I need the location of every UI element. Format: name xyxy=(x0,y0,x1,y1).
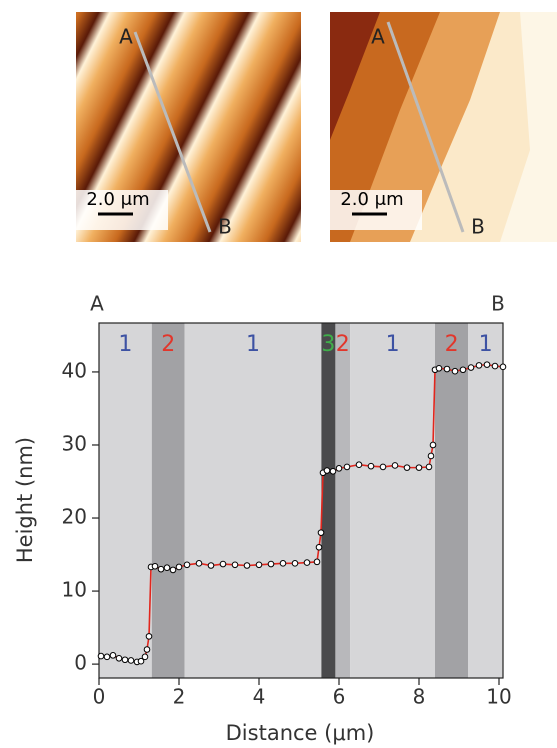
scale-label: 2.0 μm xyxy=(86,189,149,210)
region-label: 3 xyxy=(321,332,335,357)
image-start-label: A xyxy=(371,25,385,49)
data-point xyxy=(195,560,203,567)
data-point xyxy=(403,464,411,471)
region xyxy=(350,323,435,678)
data-point xyxy=(329,467,337,475)
region xyxy=(435,323,469,678)
data-point xyxy=(127,657,135,664)
data-point xyxy=(145,633,153,640)
data-point xyxy=(303,559,311,566)
region xyxy=(468,323,503,678)
data-point xyxy=(355,461,363,469)
region xyxy=(99,323,152,678)
region xyxy=(321,323,336,678)
data-point xyxy=(379,463,387,471)
afm-image-left xyxy=(76,12,301,242)
data-point xyxy=(267,560,275,568)
data-point xyxy=(429,441,437,449)
x-tick-label: 0 xyxy=(93,685,106,709)
data-point xyxy=(243,562,251,569)
x-tick-label: 10 xyxy=(486,685,511,709)
x-tick-label: 2 xyxy=(173,685,186,709)
afm-image-right xyxy=(330,12,557,242)
scale-label: 2.0 μm xyxy=(340,189,403,210)
data-point xyxy=(459,366,467,374)
y-tick-label: 40 xyxy=(62,358,87,382)
image-end-label: B xyxy=(471,215,485,239)
data-point xyxy=(141,653,149,661)
data-point xyxy=(279,560,287,567)
data-point xyxy=(425,463,433,471)
data-point xyxy=(143,646,151,653)
x-tick-label: 8 xyxy=(413,685,426,709)
data-point xyxy=(415,464,423,471)
y-tick-label: 0 xyxy=(74,651,87,675)
region-label: 2 xyxy=(336,332,350,357)
data-point xyxy=(499,363,507,371)
data-point xyxy=(103,653,111,661)
data-point xyxy=(109,652,117,659)
data-point xyxy=(427,452,435,460)
data-point xyxy=(169,566,177,574)
data-point xyxy=(475,362,483,369)
y-tick-label: 10 xyxy=(62,578,87,602)
region-label: 1 xyxy=(386,332,400,357)
data-point xyxy=(97,652,105,660)
x-axis-title: Distance (μm) xyxy=(226,721,375,745)
data-point xyxy=(157,565,165,573)
data-point xyxy=(313,558,321,566)
data-point xyxy=(151,562,159,570)
data-point xyxy=(443,365,451,373)
profile-start-label: A xyxy=(90,292,104,316)
data-point xyxy=(163,564,171,572)
data-point xyxy=(121,656,129,664)
data-point xyxy=(335,465,343,472)
data-point xyxy=(483,361,491,368)
data-point xyxy=(291,560,299,567)
region xyxy=(151,323,185,678)
data-point xyxy=(491,362,499,370)
data-point xyxy=(255,561,263,569)
data-point xyxy=(435,364,443,372)
data-point xyxy=(343,463,351,471)
y-axis-title: Height (nm) xyxy=(13,437,37,563)
data-point xyxy=(115,654,123,662)
region-label: 2 xyxy=(161,332,175,357)
region-label: 2 xyxy=(445,332,459,357)
region-label: 1 xyxy=(118,332,132,357)
y-tick-label: 30 xyxy=(62,431,87,455)
data-point xyxy=(367,462,375,470)
x-tick-label: 4 xyxy=(253,685,266,709)
data-point xyxy=(175,563,183,571)
y-tick-label: 20 xyxy=(62,505,87,529)
data-point xyxy=(451,367,459,375)
data-point xyxy=(317,529,325,536)
image-start-label: A xyxy=(119,25,133,49)
region-label: 1 xyxy=(479,332,493,357)
data-point xyxy=(467,364,475,371)
x-tick-label: 6 xyxy=(333,685,346,709)
data-point xyxy=(207,562,215,569)
region xyxy=(335,323,351,678)
region xyxy=(184,323,322,678)
profile-end-label: B xyxy=(491,292,505,316)
data-point xyxy=(231,561,239,569)
data-point xyxy=(219,560,227,568)
image-end-label: B xyxy=(218,215,232,239)
region-label: 1 xyxy=(246,332,260,357)
data-point xyxy=(183,561,191,569)
data-point xyxy=(315,543,323,551)
plot-frame xyxy=(98,322,504,679)
data-point xyxy=(391,462,399,469)
data-point xyxy=(323,467,331,474)
data-point xyxy=(137,657,145,665)
